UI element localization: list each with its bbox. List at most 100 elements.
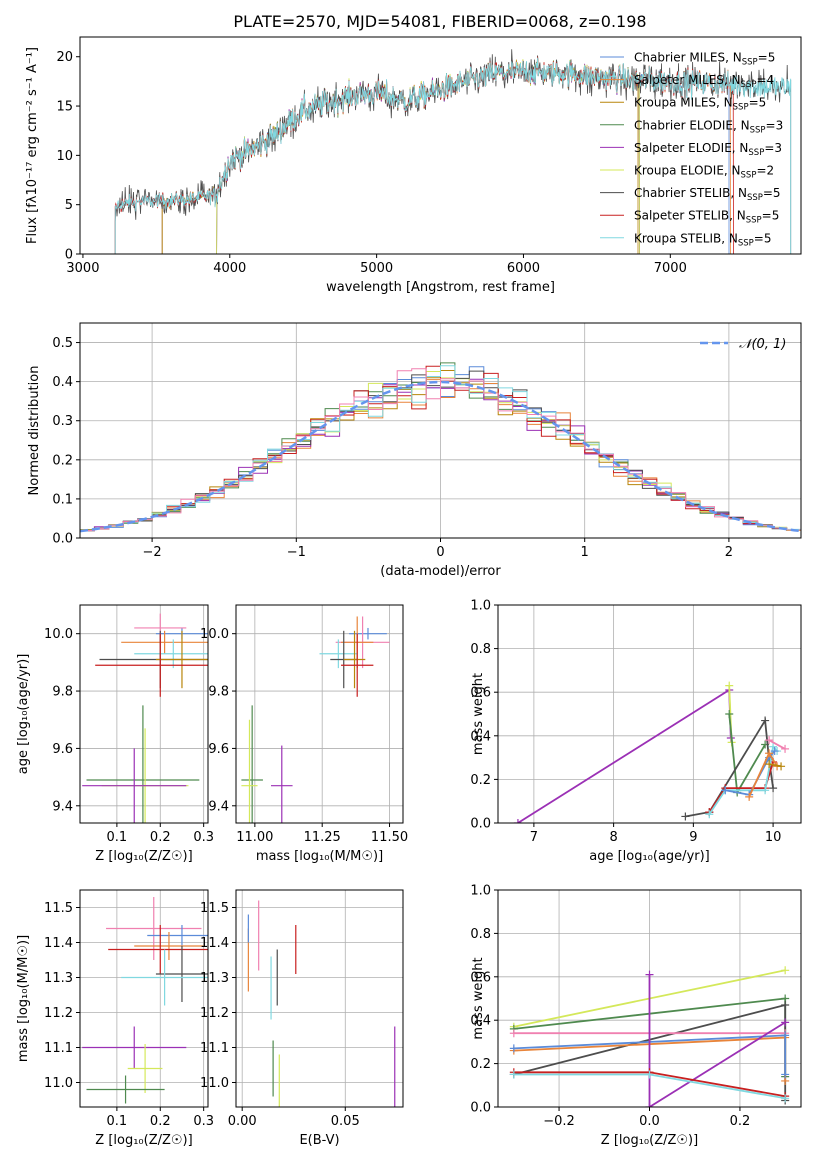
x-tick-label: 0.2 [150,830,171,845]
legend-entry: Salpeter MILES, NSSP=4 [634,73,774,90]
panel-weight-vs-Z: −0.2 0.0 0.2 0.0 0.2 0.4 0.6 0.8 1.0 Z [log₁₀(Z/Z… [470,884,802,1148]
series-marker [509,1044,518,1053]
errorbar-point [134,639,208,669]
legend-entry: Salpeter STELIB, NSSP=5 [634,209,779,226]
legend-entry: Chabrier ELODIE, NSSP=3 [634,118,783,135]
weight-series [645,970,790,1107]
legend-count: =3 [764,141,782,155]
x-tick-label: 0.00 [228,1114,257,1129]
x-tick-label: 6000 [507,261,540,276]
errorbar-point [82,1026,187,1069]
x-axis-label: Z [log₁₀(Z/Z☉)] [95,1133,192,1148]
series-line [685,717,774,818]
plot-area [82,613,208,823]
series-marker [761,786,770,795]
axes-frame [235,889,404,1108]
errorbar-point [155,630,208,689]
x-axis-label: mass [log₁₀(M/M☉)] [256,849,383,864]
plot-area [114,49,792,254]
series-marker [781,1018,790,1027]
series-marker [765,760,774,769]
series-marker [765,736,774,745]
y-tick-label: 0.4 [470,729,491,744]
legend-count: =5 [762,209,780,223]
plot-area [241,616,390,823]
y-tick-label: 9.6 [52,742,73,757]
gaussian-curve [80,380,801,533]
x-axis-label: (data-model)/error [380,564,501,579]
legend-count: =2 [756,164,774,178]
axes-frame [497,604,802,824]
series-marker [769,784,778,793]
series-line [708,761,774,813]
y-tick-label: 11.4 [44,936,73,951]
series-marker [509,1070,518,1079]
y-axis-label: mass weight [471,673,486,755]
y-tick-label: 15 [56,100,73,115]
legend-entry: Chabrier STELIB, NSSP=5 [634,186,781,203]
series-marker [761,716,770,725]
y-tick-label: 0.0 [470,1101,491,1116]
legend-series-name: Chabrier ELODIE, N [634,118,750,132]
series-marker [781,1094,790,1103]
errorbar-point [134,932,204,960]
plot-area [509,966,790,1107]
x-tick-label: 3000 [66,261,99,276]
x-axis-label: E(B-V) [299,1133,339,1148]
weight-series [509,1070,790,1103]
x-tick-label: 0 [436,545,444,560]
legend-entry: 𝒩(0, 1) [739,337,786,352]
legend-count: =3 [766,118,784,132]
histogram-step [80,368,801,531]
y-axis-label: Normed distribution [27,366,42,496]
panel-age-vs-Z: 0.1 0.2 0.3 9.4 9.6 9.8 10.0 Z [log₁₀(Z/Z☉)] age… [16,604,214,864]
x-tick-label: 1 [581,545,589,560]
y-tick-label: 9.8 [52,685,73,700]
y-tick-label: 0.6 [470,970,491,985]
legend-count: =4 [756,73,774,87]
y-axis-label: age [log₁₀(age/yr)] [16,654,31,775]
y-tick-label: 0.4 [470,1014,491,1029]
y-tick-label: 0.8 [470,642,491,657]
weight-series [745,749,782,801]
y-tick-label: 0.4 [52,375,73,390]
y-tick-label: 11.1 [200,1041,229,1056]
y-tick-label: 0.5 [52,336,73,351]
legend-series-name: Chabrier MILES, N [634,51,742,65]
x-tick-label: 0.3 [193,1114,214,1129]
y-tick-label: 0.2 [52,453,73,468]
plot-area [80,362,801,533]
legend-entry: Kroupa MILES, NSSP=5 [634,96,766,113]
x-axis-label: age [log₁₀(age/yr)] [589,849,710,864]
legend-subscript: SSP [750,125,766,135]
figure-title: PLATE=2570, MJD=54081, FIBERID=0068, z=0… [233,12,646,31]
series-marker [769,742,778,751]
y-tick-label: 0.0 [52,532,73,547]
legend-series-name: Chabrier STELIB, N [634,186,747,200]
errorbar-point [343,630,366,689]
weight-series [725,710,770,797]
x-tick-label: 0.0 [639,1114,660,1129]
y-tick-label: 11.5 [200,901,229,916]
axes-frame [235,604,404,824]
series-marker [645,1070,654,1079]
series-marker [705,810,714,819]
x-tick-label: 5000 [360,261,393,276]
plot-area [247,900,396,1107]
legend-count: =5 [763,186,781,200]
x-axis-label: Z [log₁₀(Z/Z☉)] [601,1133,698,1148]
y-tick-label: 5 [65,198,73,213]
y-axis-label: Flux [fλ10⁻¹⁷ erg cm⁻² s⁻¹ A⁻¹] [25,47,40,244]
legend-count: =5 [749,96,767,110]
y-tick-label: 0.8 [470,927,491,942]
legend-series-name: Kroupa MILES, N [634,96,733,110]
axes-frame [79,36,802,255]
axes-frame [79,889,209,1108]
x-tick-label: 7 [530,830,538,845]
series-marker [781,966,790,975]
legend-series-name: Salpeter MILES, N [634,73,741,87]
y-tick-label: 0.1 [52,492,73,507]
series-marker [721,786,730,795]
y-tick-label: 1.0 [470,599,491,614]
